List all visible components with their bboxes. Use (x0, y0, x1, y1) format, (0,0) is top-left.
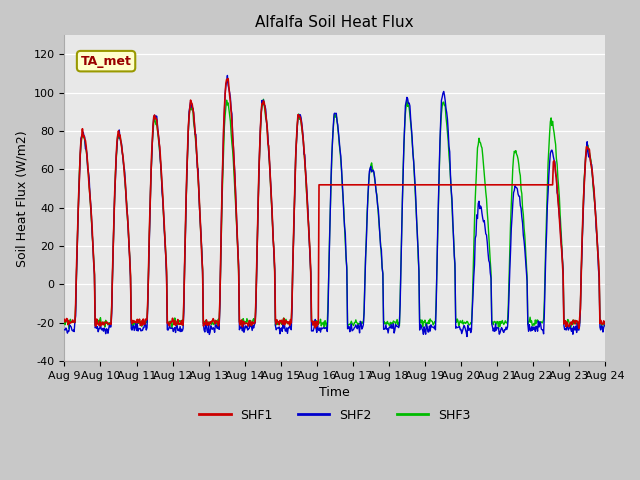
Y-axis label: Soil Heat Flux (W/m2): Soil Heat Flux (W/m2) (15, 130, 28, 266)
X-axis label: Time: Time (319, 386, 350, 399)
Text: TA_met: TA_met (81, 55, 131, 68)
Title: Alfalfa Soil Heat Flux: Alfalfa Soil Heat Flux (255, 15, 414, 30)
Legend: SHF1, SHF2, SHF3: SHF1, SHF2, SHF3 (195, 404, 476, 427)
